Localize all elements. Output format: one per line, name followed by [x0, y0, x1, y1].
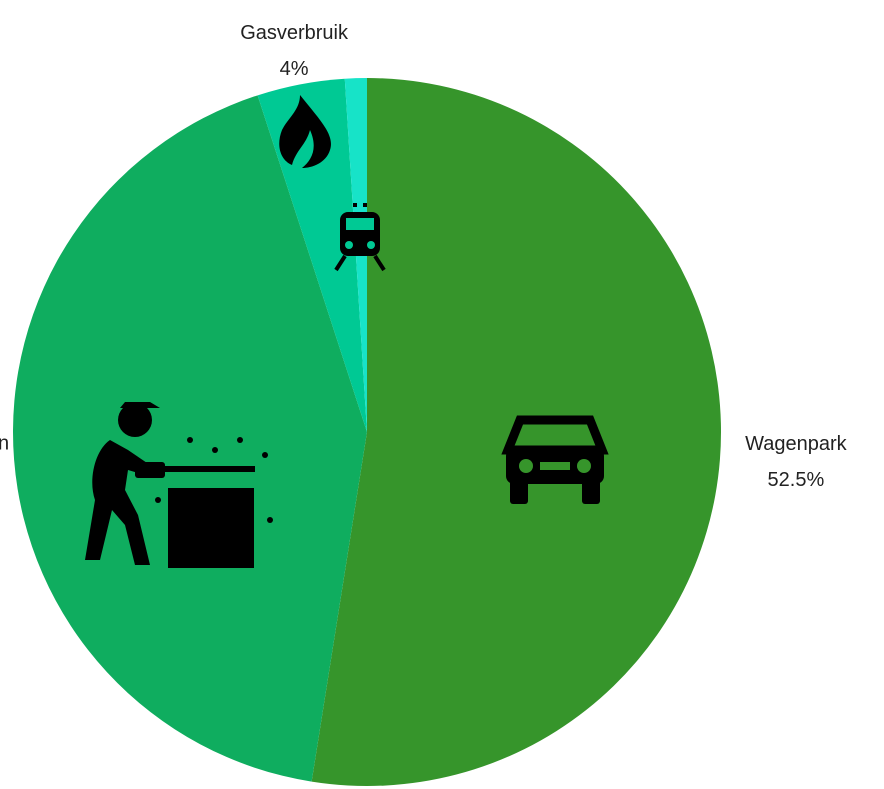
slices — [12, 78, 721, 786]
flame-icon — [279, 95, 331, 168]
slice-label: n — [0, 432, 9, 454]
car-icon — [501, 415, 609, 504]
slice-value-label: 4% — [280, 58, 309, 80]
slice-label: Wagenpark — [745, 433, 848, 455]
icons — [85, 95, 609, 568]
slice-value-label: 52.5% — [768, 469, 825, 491]
labels: Wagenpark 52.5% n Gasverbruik 4% — [0, 22, 848, 491]
slice-label: Gasverbruik — [240, 22, 349, 44]
train-icon — [334, 203, 386, 272]
gardener-icon — [85, 402, 273, 568]
pie-slice — [257, 78, 367, 432]
